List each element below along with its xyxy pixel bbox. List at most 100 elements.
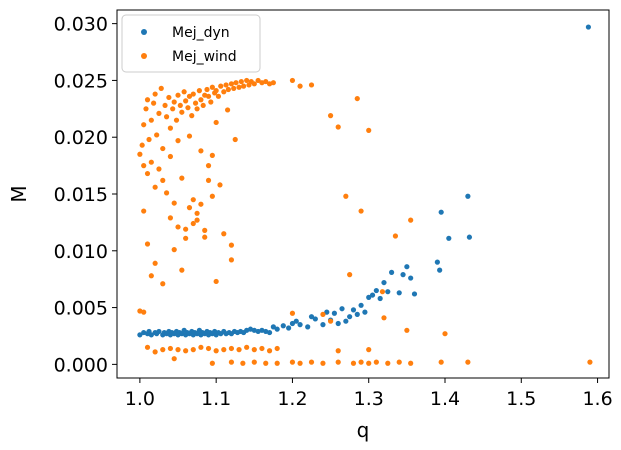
point-mej-dyn-75	[362, 309, 368, 315]
point-mej-wind-153	[289, 359, 296, 365]
point-mej-wind-126	[183, 348, 189, 354]
point-mej-wind-98	[194, 217, 200, 223]
point-mej-wind-128	[198, 344, 204, 350]
point-mej-dyn-76	[366, 294, 372, 300]
point-mej-wind-93	[175, 224, 181, 230]
point-mej-wind-115	[408, 217, 414, 223]
x-tick-label: 1.5	[506, 388, 536, 410]
point-mej-wind-113	[358, 208, 364, 214]
point-mej-dyn-55	[274, 326, 280, 332]
point-mej-wind-30	[194, 106, 200, 112]
point-mej-wind-6	[148, 117, 154, 123]
point-mej-wind-71	[179, 175, 185, 181]
point-mej-wind-4	[144, 97, 151, 103]
point-mej-wind-64	[152, 184, 158, 190]
point-mej-wind-145	[404, 327, 410, 333]
point-mej-wind-165	[438, 359, 444, 365]
y-tick-label: 0.010	[54, 241, 108, 263]
point-mej-dyn-90	[438, 209, 444, 215]
x-axis-ticks: 1.0 1.1 1.2 1.3 1.4 1.5 1.6	[125, 378, 613, 410]
point-mej-wind-147	[209, 360, 215, 366]
point-mej-wind-167	[587, 359, 593, 365]
point-mej-dyn-4	[148, 332, 154, 338]
point-mej-wind-103	[205, 177, 212, 183]
point-mej-wind-45	[225, 86, 231, 93]
point-mej-wind-151	[263, 360, 269, 366]
point-mej-dyn-78	[373, 287, 379, 294]
y-tick-label: 0.000	[54, 354, 108, 376]
point-mej-wind-155	[308, 359, 315, 365]
y-tick-label: 0.015	[54, 184, 108, 206]
point-mej-wind-146	[171, 356, 177, 362]
point-mej-dyn-81	[385, 289, 391, 295]
point-mej-wind-8	[152, 91, 158, 97]
point-mej-dyn-73	[354, 311, 360, 317]
point-mej-wind-138	[274, 345, 280, 352]
point-mej-wind-20	[175, 92, 181, 98]
point-mej-wind-36	[205, 93, 212, 99]
point-mej-wind-43	[221, 89, 227, 95]
point-mej-wind-83	[225, 107, 231, 113]
point-mej-wind-44	[223, 82, 229, 88]
point-mej-wind-82	[221, 231, 227, 237]
point-mej-wind-16	[167, 125, 173, 131]
point-mej-wind-85	[232, 136, 238, 143]
point-mej-wind-79	[209, 193, 215, 199]
point-mej-wind-137	[266, 348, 273, 354]
point-mej-wind-91	[167, 215, 173, 221]
point-mej-wind-1	[139, 142, 145, 148]
point-mej-dyn-77	[369, 292, 376, 298]
point-mej-wind-13	[162, 102, 168, 109]
point-mej-wind-77	[202, 234, 208, 240]
point-mej-wind-123	[160, 347, 166, 353]
point-mej-wind-158	[350, 360, 357, 366]
point-mej-dyn-94	[585, 24, 592, 30]
point-mej-wind-28	[190, 91, 196, 97]
point-mej-dyn-83	[396, 290, 402, 296]
points-layer	[137, 24, 593, 366]
legend-marker-mej-wind	[141, 53, 147, 59]
point-mej-dyn-80	[381, 279, 387, 286]
y-axis-ticks: 0.000 0.005 0.010 0.015 0.020 0.025 0.030	[54, 14, 117, 376]
point-mej-wind-42	[218, 83, 224, 89]
point-mej-wind-104	[209, 152, 215, 158]
point-mej-wind-106	[297, 83, 303, 89]
point-mej-wind-100	[202, 227, 208, 233]
point-mej-dyn-58	[289, 320, 296, 327]
point-mej-wind-49	[236, 84, 242, 90]
legend-box	[121, 14, 261, 73]
point-mej-wind-97	[190, 220, 196, 227]
point-mej-wind-15	[166, 94, 172, 101]
point-mej-dyn-70	[343, 318, 349, 324]
point-mej-wind-24	[183, 98, 189, 104]
point-mej-wind-118	[442, 331, 448, 337]
point-mej-wind-2	[141, 122, 147, 128]
point-mej-wind-149	[240, 360, 246, 366]
point-mej-dyn-86	[408, 275, 414, 281]
point-mej-wind-32	[198, 97, 204, 103]
x-tick-label: 1.4	[430, 388, 460, 410]
point-mej-wind-134	[244, 344, 250, 350]
point-mej-dyn-65	[324, 309, 330, 315]
point-mej-wind-159	[358, 359, 364, 365]
point-mej-wind-46	[228, 81, 235, 87]
point-mej-wind-29	[192, 100, 199, 106]
point-mej-wind-111	[366, 127, 372, 133]
point-mej-dyn-84	[400, 272, 406, 278]
point-mej-dyn-91	[446, 235, 452, 241]
point-mej-wind-11	[158, 85, 164, 91]
point-mej-wind-12	[160, 145, 166, 152]
point-mej-dyn-54	[270, 324, 276, 330]
point-mej-wind-130	[213, 348, 219, 354]
point-mej-dyn-59	[293, 318, 299, 324]
point-mej-dyn-67	[331, 310, 337, 316]
point-mej-wind-161	[373, 359, 379, 365]
point-mej-wind-41	[215, 93, 222, 99]
point-mej-dyn-60	[297, 322, 303, 328]
point-mej-wind-19	[173, 117, 180, 123]
point-mej-wind-62	[144, 170, 151, 177]
point-mej-wind-35	[204, 86, 210, 93]
point-mej-wind-52	[244, 77, 250, 84]
point-mej-wind-90	[160, 281, 166, 287]
